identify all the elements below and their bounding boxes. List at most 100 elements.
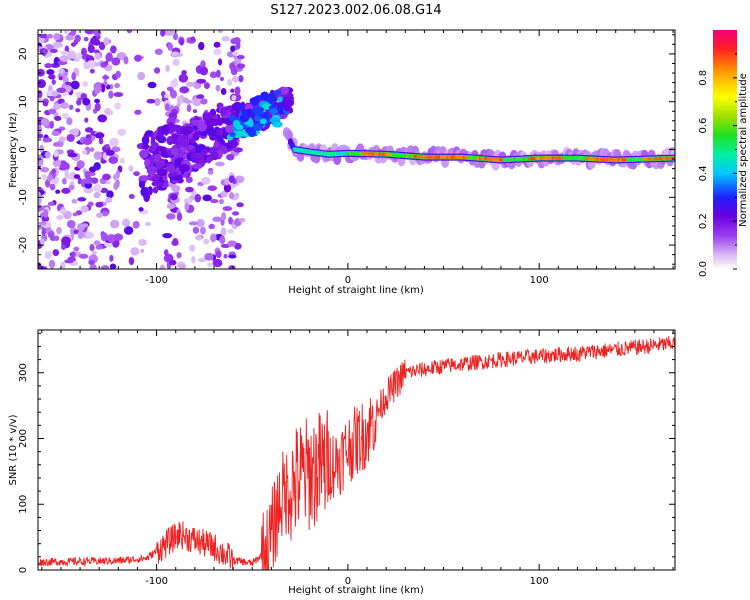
spectrogram-noise-cell — [178, 73, 189, 83]
spectrogram-noise-cell — [53, 33, 61, 41]
spectrogram-noise-cell — [163, 249, 169, 256]
spectrogram-noise-cell — [71, 199, 78, 204]
spectrogram-noise-cell — [102, 75, 110, 80]
spectrogram-peak-cell — [229, 131, 236, 138]
spectrogram-noise-cell — [46, 69, 55, 76]
spectrogram-band-cell — [205, 119, 216, 126]
spectrogram-noise-cell — [66, 50, 77, 60]
spectrogram-noise-cell — [164, 30, 174, 36]
spectrogram-noise-cell — [45, 90, 54, 97]
spectrogram-band-cell — [282, 97, 293, 107]
spectrogram-noise-cell — [89, 147, 95, 152]
spectrogram-noise-cell — [215, 161, 225, 167]
spectrogram-noise-cell — [215, 69, 221, 78]
figure-title: S127.2023.002.06.08.G14 — [270, 3, 441, 18]
spectrogram-noise-cell — [110, 219, 120, 229]
spectrogram-band-cell — [168, 127, 176, 133]
spectrogram-noise-cell — [55, 189, 61, 194]
spectrogram-noise-cell — [91, 250, 97, 255]
spectrogram-noise-cell — [159, 264, 166, 269]
spectrogram-noise-cell — [82, 138, 93, 145]
spectrogram-noise-cell — [186, 104, 192, 113]
spectrogram-noise-cell — [39, 166, 50, 173]
spectrogram-noise-cell — [181, 70, 187, 76]
spectrogram-noise-cell — [62, 112, 70, 120]
spectrogram-noise-cell — [227, 78, 233, 86]
spectrogram-noise-cell — [38, 221, 47, 226]
spectrogram-noise-cell — [226, 153, 235, 161]
spectrogram-noise-cell — [70, 80, 80, 90]
spectrogram-noise-cell — [238, 75, 244, 83]
spectrogram-noise-cell — [162, 233, 173, 239]
spectrogram-noise-cell — [223, 183, 232, 193]
spectrogram-noise-cell — [102, 173, 111, 181]
spectrogram-noise-cell — [128, 193, 135, 199]
spectrogram-noise-cell — [228, 216, 233, 225]
spectrogram-noise-cell — [112, 173, 118, 181]
spectrogram-noise-cell — [49, 183, 56, 191]
spectrogram-band-cell — [187, 144, 195, 150]
y-tick-label: -10 — [18, 189, 29, 205]
spectrogram-noise-cell — [183, 198, 193, 204]
spectrogram-noise-cell — [60, 50, 69, 55]
spectrogram-band-cell — [153, 173, 160, 181]
spectrogram-noise-cell — [188, 244, 196, 252]
y-tick-label: 10 — [18, 95, 29, 108]
spectrogram-xlabel: Height of straight line (km) — [288, 285, 424, 296]
spectrogram-noise-cell — [104, 143, 110, 149]
spectrogram-noise-cell — [191, 190, 197, 197]
spectrogram-noise-cell — [84, 170, 91, 180]
snr-series-line — [38, 335, 675, 570]
spectrogram-band-cell — [174, 158, 182, 168]
spectrogram-band-cell — [238, 104, 244, 110]
spectrogram-noise-cell — [84, 117, 89, 123]
spectrogram-noise-cell — [123, 56, 129, 65]
spectrogram-noise-cell — [191, 255, 196, 264]
snr-ticks: -100 0 100 0 100 200 300 — [18, 330, 675, 587]
spectrogram-noise-cell — [101, 265, 110, 269]
spectrogram-noise-cell — [228, 175, 236, 184]
spectrogram-noise-cell — [93, 191, 101, 199]
spectrogram-noise-cell — [51, 130, 61, 137]
spectrogram-noise-cell — [220, 87, 227, 96]
spectrogram-noise-cell — [56, 214, 64, 220]
spectrogram-band-cell — [284, 105, 293, 112]
spectrogram-noise-cell — [134, 109, 142, 115]
spectrogram-noise-cell — [203, 82, 210, 89]
spectrogram-peak-cell — [247, 120, 254, 128]
spectrogram-noise-cell — [51, 79, 56, 85]
spectrogram-noise-cell — [138, 207, 144, 212]
spectrogram-noise-cell — [66, 117, 73, 126]
spectrogram-noise-cell — [40, 117, 50, 127]
spectrogram-noise-cell — [219, 235, 226, 245]
spectrogram-noise-cell — [86, 60, 97, 69]
spectrogram-noise-cell — [109, 83, 114, 90]
spectrogram-noise-cell — [169, 259, 177, 266]
spectrogram-band-cell — [139, 149, 149, 159]
spectrogram-noise-cell — [217, 30, 223, 33]
spectrogram-noise-cell — [220, 212, 227, 221]
spectrogram-band-cell — [183, 125, 194, 135]
spectrogram-noise-cell — [38, 79, 46, 89]
spectrogram-noise-cell — [75, 52, 82, 61]
colorbar-ticks: 0.0 0.2 0.4 0.6 0.8 — [698, 53, 737, 277]
spectrogram-noise-cell — [105, 197, 113, 204]
spectrogram-noise-cell — [75, 108, 81, 113]
spectrogram-noise-cell — [146, 98, 156, 104]
spectrogram-noise-cell — [106, 190, 114, 199]
y-tick-label: 0 — [18, 146, 29, 152]
spectrogram-noise-cell — [176, 251, 182, 259]
x-tick-label: 0 — [345, 576, 351, 587]
spectrogram-noise-cell — [236, 202, 244, 208]
spectrogram-noise-cell — [61, 236, 71, 246]
spectrogram-noise-cell — [104, 107, 112, 116]
spectrogram-peak-cell — [259, 118, 267, 125]
spectrogram-hot-cell — [498, 158, 503, 162]
spectrogram-noise-cell — [209, 71, 218, 79]
spectrogram-noise-cell — [220, 190, 228, 198]
spectrogram-noise-cell — [60, 102, 69, 109]
spectrogram-noise-cell — [113, 182, 119, 190]
spectrogram-band-cell — [277, 96, 283, 103]
spectrogram-noise-cell — [48, 259, 56, 269]
spectrogram-noise-cell — [184, 202, 190, 211]
